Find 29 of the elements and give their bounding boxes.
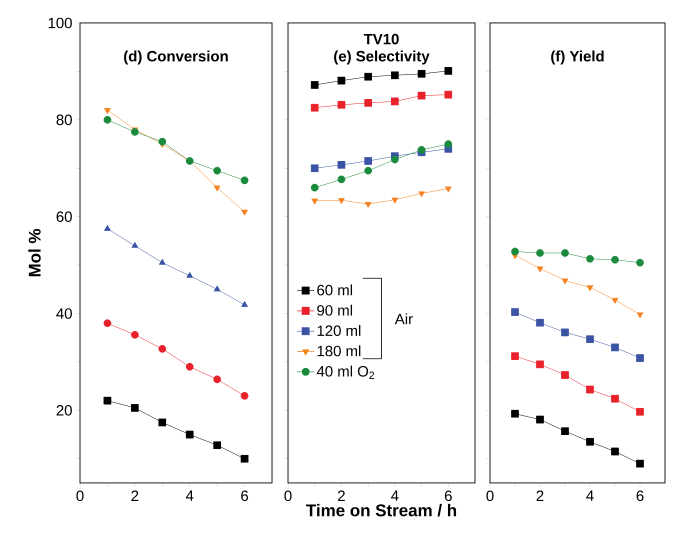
- x-tick-label: 0: [486, 490, 494, 502]
- y-tick-label: 100: [48, 18, 72, 28]
- legend-label: 120 ml: [318, 325, 360, 336]
- y-tick-label: 80: [56, 114, 72, 126]
- x-axis-title: Time on Stream / h: [306, 504, 456, 517]
- legend-label: 60 ml: [317, 284, 352, 296]
- x-tick-label: 4: [586, 490, 594, 501]
- x-tick-label: 2: [131, 490, 138, 501]
- text: TV10: [364, 34, 399, 44]
- x-tick-label: 4: [391, 490, 399, 501]
- x-tick-label: 6: [241, 490, 248, 502]
- y-tick-label: 60: [56, 211, 72, 222]
- legend-label: 40 ml O$_{2}$: [316, 366, 374, 379]
- legend-label: 90 ml: [317, 304, 352, 316]
- annotation: Air: [394, 313, 413, 324]
- x-tick-label: 0: [76, 490, 84, 502]
- text: (e) Selectivity: [334, 50, 430, 64]
- y-axis-title: Mol %: [28, 228, 41, 276]
- text: (d) Conversion: [124, 50, 228, 64]
- text: (f) Yield: [551, 50, 604, 64]
- y-tick-label: 20: [56, 405, 72, 416]
- x-tick-label: 4: [186, 490, 194, 501]
- x-tick-label: 0: [284, 490, 292, 502]
- y-tick-label: 40: [56, 308, 72, 319]
- x-tick-label: 2: [338, 490, 345, 501]
- x-tick-label: 2: [536, 490, 544, 501]
- x-tick-label: 6: [444, 490, 452, 502]
- x-tick-label: 6: [636, 490, 644, 502]
- legend-label: 180 ml: [318, 345, 360, 356]
